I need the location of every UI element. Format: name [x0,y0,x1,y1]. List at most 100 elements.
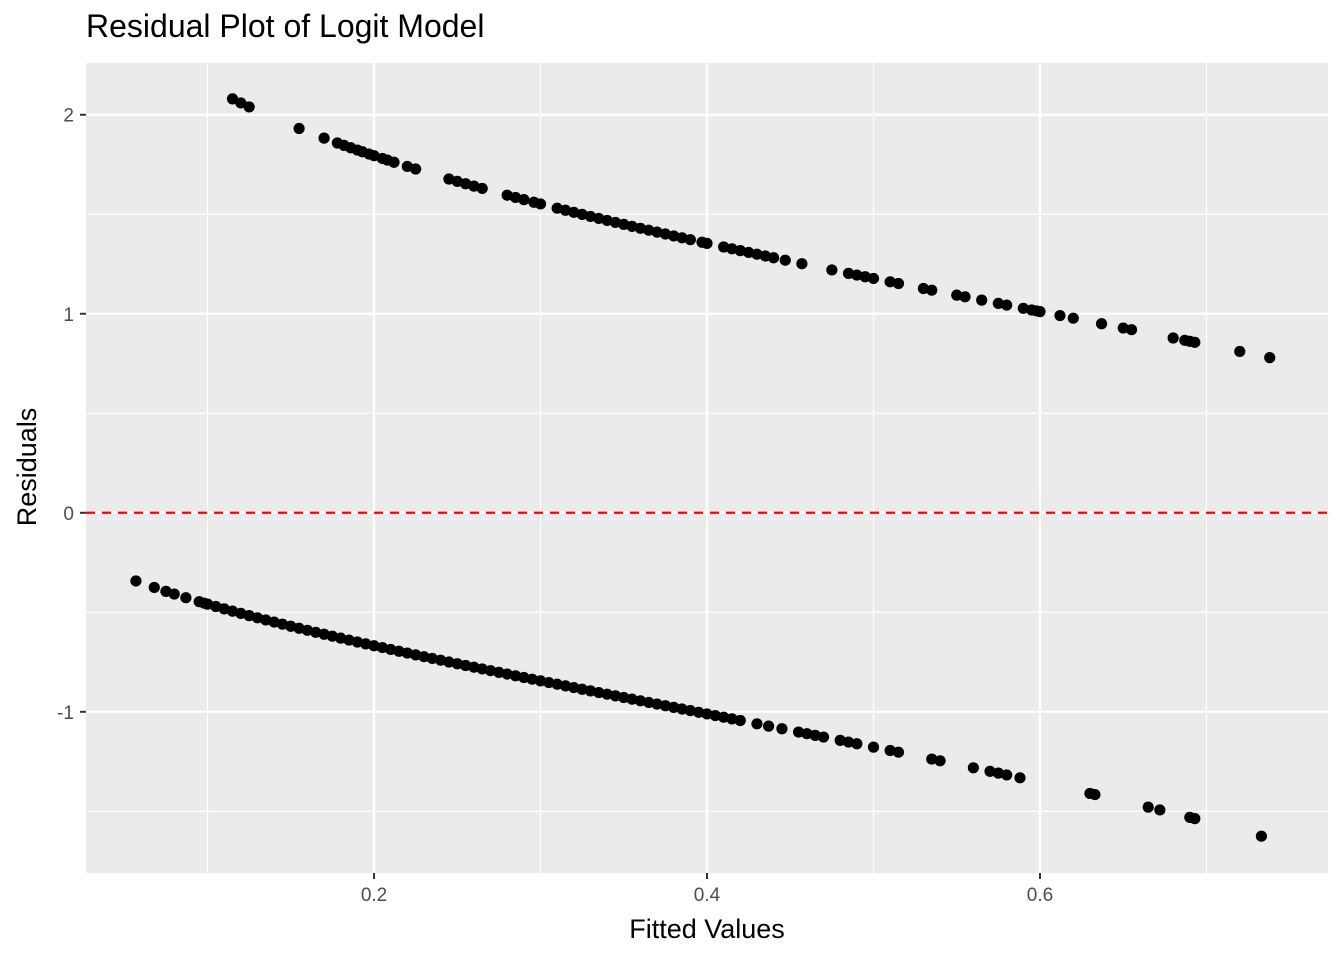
data-point [851,269,863,281]
data-point [842,736,855,748]
data-point [1001,769,1013,781]
data-point [892,277,905,290]
data-point [235,97,247,109]
data-point [668,230,680,242]
data-point [751,248,763,260]
data-point [851,738,863,750]
data-point [684,234,696,246]
data-point [148,581,160,594]
y-tick-label: 0 [63,504,74,525]
data-point [293,122,305,135]
data-point [693,706,705,718]
x-axis-title: Fitted Values [629,914,785,944]
x-tick-label: 0.6 [1027,885,1053,906]
data-point [951,289,963,301]
data-point [534,198,547,210]
data-point [967,762,979,774]
x-tick-label: 0.4 [694,885,721,906]
data-point [401,647,413,659]
data-point [779,254,791,266]
data-point [243,101,255,113]
data-point [534,675,547,687]
y-axis-ticks: -1 0 1 2 [57,106,86,724]
data-point [360,638,372,650]
data-point [418,651,430,663]
data-point [926,753,938,765]
data-point [776,723,788,735]
data-point [1054,309,1066,322]
y-tick-label: -1 [57,703,74,724]
data-point [751,718,763,730]
data-point [130,575,142,587]
data-point [734,245,746,257]
data-point [884,744,896,757]
data-point [634,695,647,707]
data-point [734,714,746,727]
data-point [917,282,930,295]
data-point [676,703,688,715]
data-point [484,665,497,677]
data-point [388,156,400,168]
data-point [892,746,905,758]
y-tick-label: 2 [63,106,74,127]
data-point [559,680,572,692]
x-tick-label: 0.2 [361,885,387,906]
data-point [976,294,988,306]
data-point [518,671,530,684]
data-point [368,640,380,652]
data-point [509,670,522,682]
data-point [1117,322,1129,334]
data-point [410,649,422,661]
data-point [1189,813,1201,825]
data-point [443,656,455,668]
data-point [593,686,605,699]
data-point [842,267,855,279]
data-point [992,767,1004,779]
data-point [743,246,755,259]
data-point [984,765,996,777]
data-point [676,232,688,244]
data-point [1264,352,1276,364]
data-point [609,690,622,702]
data-point [701,708,713,720]
data-point [834,734,846,746]
data-point [859,271,871,283]
data-point [468,661,480,673]
data-point [1014,772,1026,784]
data-point [626,693,638,705]
x-axis-ticks: 0.2 0.4 0.6 [361,873,1053,906]
data-point [410,163,422,175]
data-point [817,731,830,743]
data-point [1067,312,1079,324]
data-point [884,276,896,288]
y-axis-title: Residuals [12,408,42,527]
data-point [543,676,555,689]
data-point [1154,804,1166,816]
data-point [763,720,775,732]
residual-points [130,93,1276,842]
data-point [568,681,580,694]
data-point [934,755,946,767]
data-point [926,284,938,296]
data-point [718,241,730,253]
data-point [501,668,513,680]
data-point [992,297,1004,310]
data-point [651,698,663,710]
data-point [168,588,180,600]
data-point [1125,324,1138,336]
data-point [796,258,808,270]
data-point [668,701,680,713]
data-point [826,264,838,276]
data-point [801,728,813,740]
data-point [393,645,405,657]
data-point [718,711,730,723]
data-point [493,666,505,678]
data-point [318,132,330,144]
data-point [959,291,971,303]
data-point [180,592,192,604]
data-point [1034,306,1046,318]
data-point [1234,345,1246,358]
data-point [1089,788,1101,801]
data-point [767,252,780,264]
chart-title: Residual Plot of Logit Model [86,8,485,44]
